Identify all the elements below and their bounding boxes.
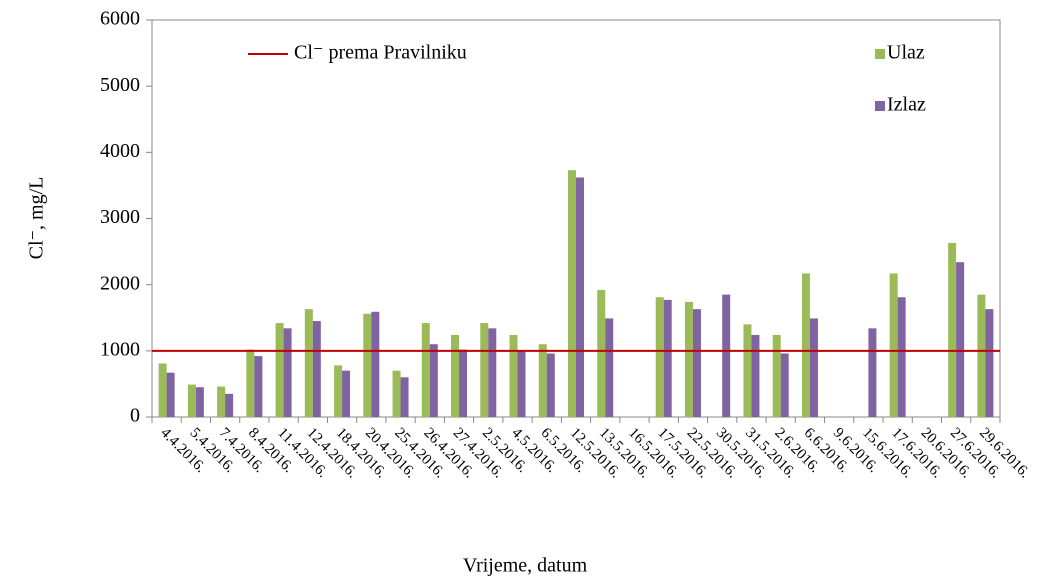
bar: [217, 386, 226, 417]
bar: [684, 301, 693, 417]
y-axis-label: Cl⁻, mg/L: [26, 177, 48, 260]
bar: [158, 363, 167, 417]
bar: [868, 328, 877, 417]
bar: [722, 294, 731, 417]
bar: [246, 349, 255, 417]
bar: [743, 324, 752, 417]
bar: [371, 311, 380, 417]
bar: [254, 356, 263, 417]
bar: [546, 353, 555, 417]
bar: [400, 377, 409, 417]
legend-label: Ulaz: [887, 42, 925, 64]
bar: [392, 370, 401, 417]
bar: [576, 177, 584, 417]
bar: [509, 334, 518, 417]
bar: [195, 387, 204, 417]
bar: [517, 350, 526, 417]
bar: [948, 242, 957, 417]
bar: [488, 328, 497, 417]
bar: [283, 328, 292, 417]
bar: [780, 353, 789, 417]
bar: [275, 323, 284, 417]
y-tick-label: 2000: [100, 272, 140, 294]
bar: [985, 309, 994, 417]
bar: [312, 321, 321, 417]
bar: [342, 370, 351, 417]
bar: [225, 393, 234, 417]
y-tick-label: 1000: [100, 338, 140, 360]
bar: [304, 309, 313, 417]
y-tick-label: 3000: [100, 206, 140, 228]
bar: [187, 384, 196, 417]
legend-label: Izlaz: [887, 94, 926, 116]
bar: [801, 273, 810, 417]
legend-swatch: [875, 49, 885, 59]
bar: [605, 318, 614, 417]
bar: [421, 323, 430, 417]
bar: [772, 334, 781, 417]
bar: [538, 344, 547, 417]
bar: [897, 297, 906, 417]
bar: [451, 334, 460, 417]
bar: [655, 297, 664, 417]
bar: [363, 313, 372, 417]
y-tick-label: 0: [130, 405, 140, 427]
bar: [597, 289, 606, 417]
y-tick-label: 4000: [100, 140, 140, 162]
bar: [809, 318, 818, 417]
bar: [166, 372, 175, 417]
bar: [977, 294, 986, 417]
bar: [889, 273, 898, 417]
bar: [692, 309, 701, 417]
bar: [480, 323, 489, 417]
bar: [956, 262, 965, 417]
x-axis-label: Vrijeme, datum: [463, 555, 588, 577]
bar: [334, 365, 343, 417]
bar: [663, 299, 672, 417]
y-tick-label: 6000: [100, 8, 140, 30]
bar: [751, 334, 760, 417]
legend-swatch: [875, 101, 885, 111]
y-tick-label: 5000: [100, 74, 140, 96]
bar: [459, 349, 468, 417]
bar: [568, 170, 576, 417]
legend-label: Cl⁻ prema Pravilniku: [294, 42, 467, 64]
bar: [429, 344, 438, 417]
